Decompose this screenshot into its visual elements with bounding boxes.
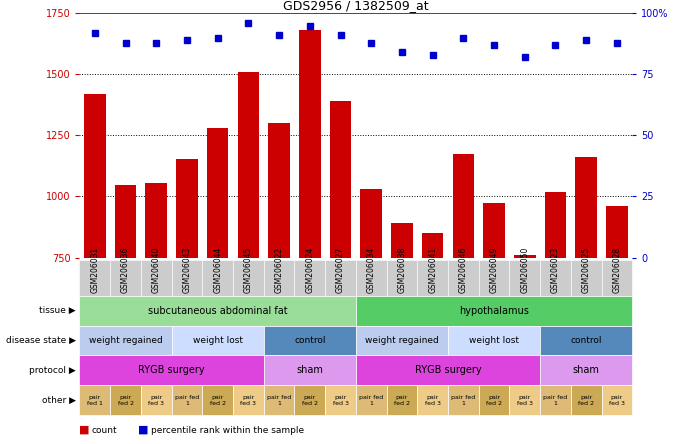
Text: control: control	[294, 336, 325, 345]
Bar	[330, 101, 351, 258]
Text: pair
fed 2: pair fed 2	[117, 395, 133, 406]
Text: pair fed
1: pair fed 1	[451, 395, 475, 406]
Text: pair
fed 3: pair fed 3	[517, 395, 533, 406]
Text: GSM206025: GSM206025	[582, 247, 591, 293]
Text: protocol ▶: protocol ▶	[29, 366, 76, 375]
Text: GSM206046: GSM206046	[459, 247, 468, 293]
Text: hypothalamus: hypothalamus	[459, 305, 529, 316]
Text: weight lost: weight lost	[193, 336, 243, 345]
Text: weight regained: weight regained	[88, 336, 162, 345]
Bar	[483, 202, 505, 258]
Text: GSM206034: GSM206034	[367, 247, 376, 293]
Text: GSM206028: GSM206028	[612, 247, 621, 293]
Text: RYGB surgery: RYGB surgery	[138, 365, 205, 375]
Text: pair fed
1: pair fed 1	[359, 395, 384, 406]
Bar	[422, 233, 444, 258]
Bar	[361, 189, 382, 258]
Text: GSM206041: GSM206041	[428, 247, 437, 293]
Text: GSM206024: GSM206024	[305, 247, 314, 293]
Bar	[299, 30, 321, 258]
Text: pair
fed 2: pair fed 2	[302, 395, 318, 406]
Text: disease state ▶: disease state ▶	[6, 336, 76, 345]
Text: GSM206043: GSM206043	[182, 247, 191, 293]
Text: GSM206050: GSM206050	[520, 247, 529, 293]
Text: pair
fed 2: pair fed 2	[209, 395, 226, 406]
Bar	[115, 186, 136, 258]
Text: pair
fed 2: pair fed 2	[486, 395, 502, 406]
Bar	[391, 223, 413, 258]
Text: RYGB surgery: RYGB surgery	[415, 365, 482, 375]
Bar	[545, 192, 566, 258]
Text: pair
fed 3: pair fed 3	[609, 395, 625, 406]
Title: GDS2956 / 1382509_at: GDS2956 / 1382509_at	[283, 0, 428, 12]
Text: sham: sham	[296, 365, 323, 375]
Text: pair
fed 3: pair fed 3	[425, 395, 441, 406]
Bar	[238, 72, 259, 258]
Bar	[606, 206, 627, 258]
Text: control: control	[571, 336, 602, 345]
Text: weight lost: weight lost	[469, 336, 519, 345]
Text: GSM206044: GSM206044	[213, 247, 223, 293]
Bar	[268, 123, 290, 258]
Bar	[514, 255, 536, 258]
Bar	[576, 158, 597, 258]
Text: pair
fed 2: pair fed 2	[394, 395, 410, 406]
Text: pair
fed 3: pair fed 3	[332, 395, 348, 406]
Text: sham: sham	[573, 365, 600, 375]
Text: weight regained: weight regained	[365, 336, 439, 345]
Bar	[146, 183, 167, 258]
Text: pair fed
1: pair fed 1	[543, 395, 567, 406]
Bar	[176, 159, 198, 258]
Text: GSM206023: GSM206023	[551, 247, 560, 293]
Text: GSM206036: GSM206036	[121, 247, 130, 293]
Bar	[84, 94, 106, 258]
Text: pair fed
1: pair fed 1	[175, 395, 199, 406]
Text: count: count	[92, 426, 117, 435]
Text: GSM206049: GSM206049	[489, 247, 499, 293]
Text: GSM206045: GSM206045	[244, 247, 253, 293]
Text: percentile rank within the sample: percentile rank within the sample	[151, 426, 304, 435]
Bar	[207, 128, 229, 258]
Text: pair
fed 3: pair fed 3	[240, 395, 256, 406]
Text: pair
fed 2: pair fed 2	[578, 395, 594, 406]
Text: other ▶: other ▶	[42, 396, 76, 405]
Text: tissue ▶: tissue ▶	[39, 306, 76, 315]
Text: GSM206022: GSM206022	[274, 247, 283, 293]
Text: GSM206038: GSM206038	[397, 247, 406, 293]
Text: ■: ■	[79, 425, 90, 435]
Text: pair
fed 3: pair fed 3	[149, 395, 164, 406]
Bar	[453, 154, 474, 258]
Text: GSM206031: GSM206031	[91, 247, 100, 293]
Text: GSM206040: GSM206040	[152, 247, 161, 293]
Text: pair fed
1: pair fed 1	[267, 395, 291, 406]
Text: ■: ■	[138, 425, 149, 435]
Text: GSM206027: GSM206027	[336, 247, 345, 293]
Text: subcutaneous abdominal fat: subcutaneous abdominal fat	[148, 305, 287, 316]
Text: pair
fed 1: pair fed 1	[87, 395, 103, 406]
